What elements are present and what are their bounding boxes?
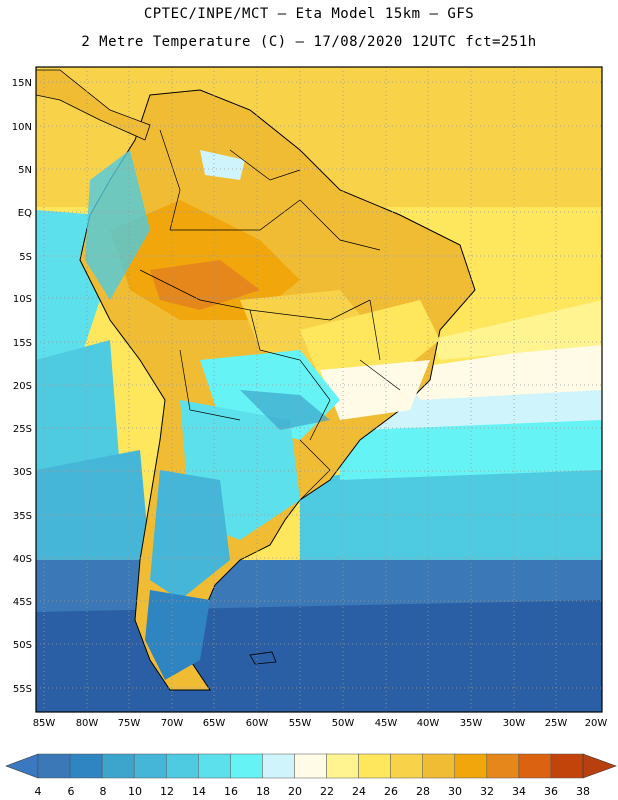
colorbar-label: 16 (224, 785, 238, 798)
colorbar-label: 38 (576, 785, 590, 798)
colorbar-swatch (550, 753, 584, 779)
colorbar-label: 10 (128, 785, 142, 798)
temperature-field (36, 67, 602, 712)
lon-label: 35W (460, 718, 483, 729)
lon-label: 50W (332, 718, 355, 729)
lat-label: 5S (19, 252, 32, 263)
colorbar-swatch (198, 753, 231, 779)
lon-label: 60W (246, 718, 269, 729)
lat-label: 35S (13, 511, 32, 522)
lat-label: 10S (13, 294, 32, 305)
colorbar-label: 34 (512, 785, 526, 798)
colorbar-swatch (294, 753, 327, 779)
colorbar-label: 22 (320, 785, 334, 798)
colorbar-label: 4 (35, 785, 42, 798)
lon-label: 70W (161, 718, 184, 729)
colorbar-label: 28 (416, 785, 430, 798)
lat-label: 10N (12, 122, 32, 133)
lon-label: 85W (33, 718, 56, 729)
colorbar-label: 14 (192, 785, 206, 798)
colorbar-swatch (101, 753, 135, 779)
lon-label: 55W (289, 718, 312, 729)
colorbar-swatch (230, 753, 263, 779)
lat-label: EQ (18, 208, 32, 219)
colorbar: 4 6 8 10 12 14 16 18 20 22 24 26 28 30 3… (5, 753, 617, 798)
lon-label: 45W (375, 718, 398, 729)
lat-label: 5N (18, 165, 32, 176)
colorbar-swatch (133, 753, 167, 779)
colorbar-swatch (486, 753, 520, 779)
colorbar-label: 6 (68, 785, 75, 798)
colorbar-label: 24 (352, 785, 366, 798)
lon-label: 30W (503, 718, 526, 729)
map-title: CPTEC/INPE/MCT – Eta Model 15km – GFS (143, 6, 475, 22)
colorbar-swatch (165, 753, 199, 779)
colorbar-swatch (390, 753, 423, 779)
lat-label: 55S (13, 684, 32, 695)
lon-label: 40W (417, 718, 440, 729)
colorbar-label: 30 (448, 785, 462, 798)
latitude-labels: 15N 10N 5N EQ 5S 10S 15S 20S 25S 30S 35S… (12, 78, 32, 695)
colorbar-labels: 4 6 8 10 12 14 16 18 20 22 24 26 28 30 3… (35, 785, 591, 798)
lat-label: 15N (12, 78, 32, 89)
lat-label: 25S (13, 424, 32, 435)
lon-label: 80W (76, 718, 99, 729)
colorbar-label: 18 (256, 785, 270, 798)
map-frame (35, 66, 603, 713)
longitude-labels: 85W 80W 75W 70W 65W 60W 55W 50W 45W 40W … (33, 718, 608, 729)
lon-label: 25W (545, 718, 568, 729)
lon-label: 20W (585, 718, 608, 729)
lon-label: 65W (203, 718, 226, 729)
lat-label: 45S (13, 597, 32, 608)
colorbar-label: 26 (384, 785, 398, 798)
lat-label: 40S (13, 554, 32, 565)
colorbar-swatch (37, 753, 71, 779)
colorbar-low-arrow (5, 753, 39, 779)
colorbar-label: 36 (544, 785, 558, 798)
colorbar-swatch (69, 753, 103, 779)
colorbar-swatch (358, 753, 391, 779)
colorbar-swatch (422, 753, 456, 779)
colorbar-label: 12 (160, 785, 174, 798)
colorbar-label: 8 (100, 785, 107, 798)
lat-label: 50S (13, 640, 32, 651)
colorbar-swatch (454, 753, 488, 779)
colorbar-swatch (326, 753, 359, 779)
map-subtitle: 2 Metre Temperature (C) – 17/08/2020 12U… (81, 34, 537, 50)
colorbar-label: 20 (288, 785, 302, 798)
colorbar-swatch (518, 753, 552, 779)
lon-label: 75W (118, 718, 141, 729)
lat-label: 30S (13, 467, 32, 478)
colorbar-high-arrow (582, 753, 617, 779)
lat-label: 15S (13, 338, 32, 349)
lat-label: 20S (13, 381, 32, 392)
colorbar-label: 32 (480, 785, 494, 798)
colorbar-swatch (262, 753, 295, 779)
country-borders (139, 129, 401, 501)
